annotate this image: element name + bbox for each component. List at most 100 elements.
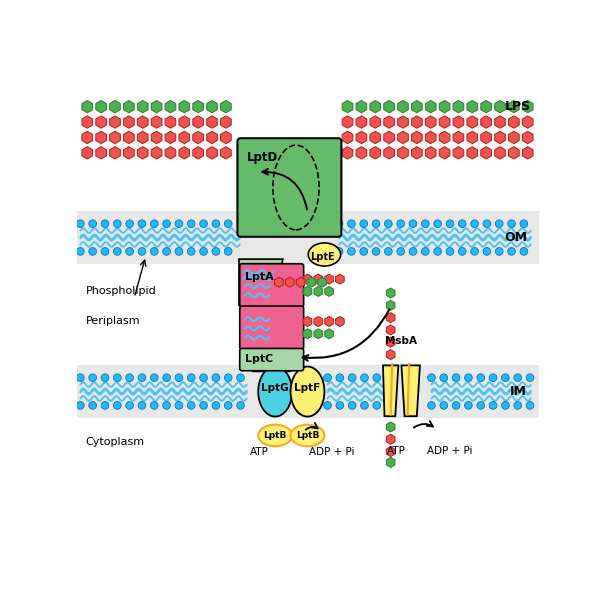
Circle shape <box>458 220 466 227</box>
Text: LptB: LptB <box>263 431 287 440</box>
Circle shape <box>409 220 417 227</box>
Text: LptB: LptB <box>296 431 319 440</box>
Polygon shape <box>412 100 422 113</box>
Circle shape <box>360 220 368 227</box>
Polygon shape <box>453 146 464 159</box>
Polygon shape <box>314 316 323 326</box>
Polygon shape <box>370 100 380 113</box>
Text: MsbA: MsbA <box>385 337 418 346</box>
Circle shape <box>452 374 460 382</box>
Circle shape <box>428 401 436 409</box>
Polygon shape <box>82 131 92 143</box>
Polygon shape <box>151 100 162 113</box>
Polygon shape <box>318 277 326 287</box>
Polygon shape <box>467 100 478 113</box>
Circle shape <box>446 248 454 255</box>
Polygon shape <box>165 131 176 143</box>
Polygon shape <box>110 116 121 128</box>
Circle shape <box>163 374 170 382</box>
Polygon shape <box>335 316 344 326</box>
Circle shape <box>514 401 521 409</box>
Circle shape <box>138 248 146 255</box>
Circle shape <box>126 220 133 227</box>
Circle shape <box>126 401 133 409</box>
Polygon shape <box>481 131 491 143</box>
Circle shape <box>361 401 368 409</box>
Circle shape <box>421 248 429 255</box>
FancyBboxPatch shape <box>240 349 304 371</box>
FancyBboxPatch shape <box>252 355 292 371</box>
Circle shape <box>397 220 404 227</box>
Polygon shape <box>481 116 491 128</box>
Polygon shape <box>386 288 395 298</box>
Polygon shape <box>384 100 394 113</box>
Polygon shape <box>356 100 367 113</box>
Polygon shape <box>425 146 436 159</box>
Polygon shape <box>325 286 334 296</box>
Circle shape <box>496 220 503 227</box>
Circle shape <box>89 401 97 409</box>
Polygon shape <box>137 116 148 128</box>
Polygon shape <box>398 131 409 143</box>
Circle shape <box>163 220 170 227</box>
Circle shape <box>236 401 244 409</box>
Polygon shape <box>439 146 450 159</box>
Circle shape <box>224 374 232 382</box>
Circle shape <box>113 220 121 227</box>
Circle shape <box>434 248 442 255</box>
Circle shape <box>335 248 343 255</box>
Polygon shape <box>356 116 367 128</box>
Circle shape <box>138 401 146 409</box>
Circle shape <box>471 248 478 255</box>
Polygon shape <box>509 100 519 113</box>
Circle shape <box>483 220 491 227</box>
Polygon shape <box>82 100 92 113</box>
Text: LptF: LptF <box>295 383 320 394</box>
Polygon shape <box>110 146 121 159</box>
Polygon shape <box>325 274 334 284</box>
Polygon shape <box>425 100 436 113</box>
Circle shape <box>428 374 436 382</box>
Circle shape <box>464 374 472 382</box>
Circle shape <box>372 220 380 227</box>
Circle shape <box>151 248 158 255</box>
Circle shape <box>224 220 232 227</box>
Circle shape <box>508 220 515 227</box>
Polygon shape <box>386 422 395 432</box>
Polygon shape <box>221 146 231 159</box>
Polygon shape <box>275 277 283 287</box>
Circle shape <box>514 374 521 382</box>
Polygon shape <box>342 146 353 159</box>
Circle shape <box>212 401 220 409</box>
Circle shape <box>489 401 497 409</box>
Polygon shape <box>398 100 409 113</box>
Circle shape <box>212 248 220 255</box>
Polygon shape <box>494 100 505 113</box>
Polygon shape <box>124 131 134 143</box>
Polygon shape <box>370 116 380 128</box>
Polygon shape <box>356 146 367 159</box>
FancyBboxPatch shape <box>238 138 341 237</box>
Text: OM: OM <box>504 231 527 244</box>
Polygon shape <box>383 365 398 416</box>
Polygon shape <box>325 329 334 339</box>
Polygon shape <box>509 146 519 159</box>
Ellipse shape <box>290 367 325 416</box>
Polygon shape <box>206 131 217 143</box>
Text: ADP + Pi: ADP + Pi <box>310 448 355 457</box>
Polygon shape <box>206 146 217 159</box>
Polygon shape <box>370 131 380 143</box>
FancyBboxPatch shape <box>240 264 304 307</box>
Circle shape <box>187 401 195 409</box>
Circle shape <box>440 374 448 382</box>
Text: LptE: LptE <box>311 252 335 262</box>
Polygon shape <box>453 100 464 113</box>
Circle shape <box>151 220 158 227</box>
Polygon shape <box>124 116 134 128</box>
Circle shape <box>187 248 195 255</box>
Polygon shape <box>179 146 190 159</box>
Polygon shape <box>370 146 380 159</box>
Text: Phospholipid: Phospholipid <box>86 286 157 296</box>
Circle shape <box>397 248 404 255</box>
Polygon shape <box>494 116 505 128</box>
